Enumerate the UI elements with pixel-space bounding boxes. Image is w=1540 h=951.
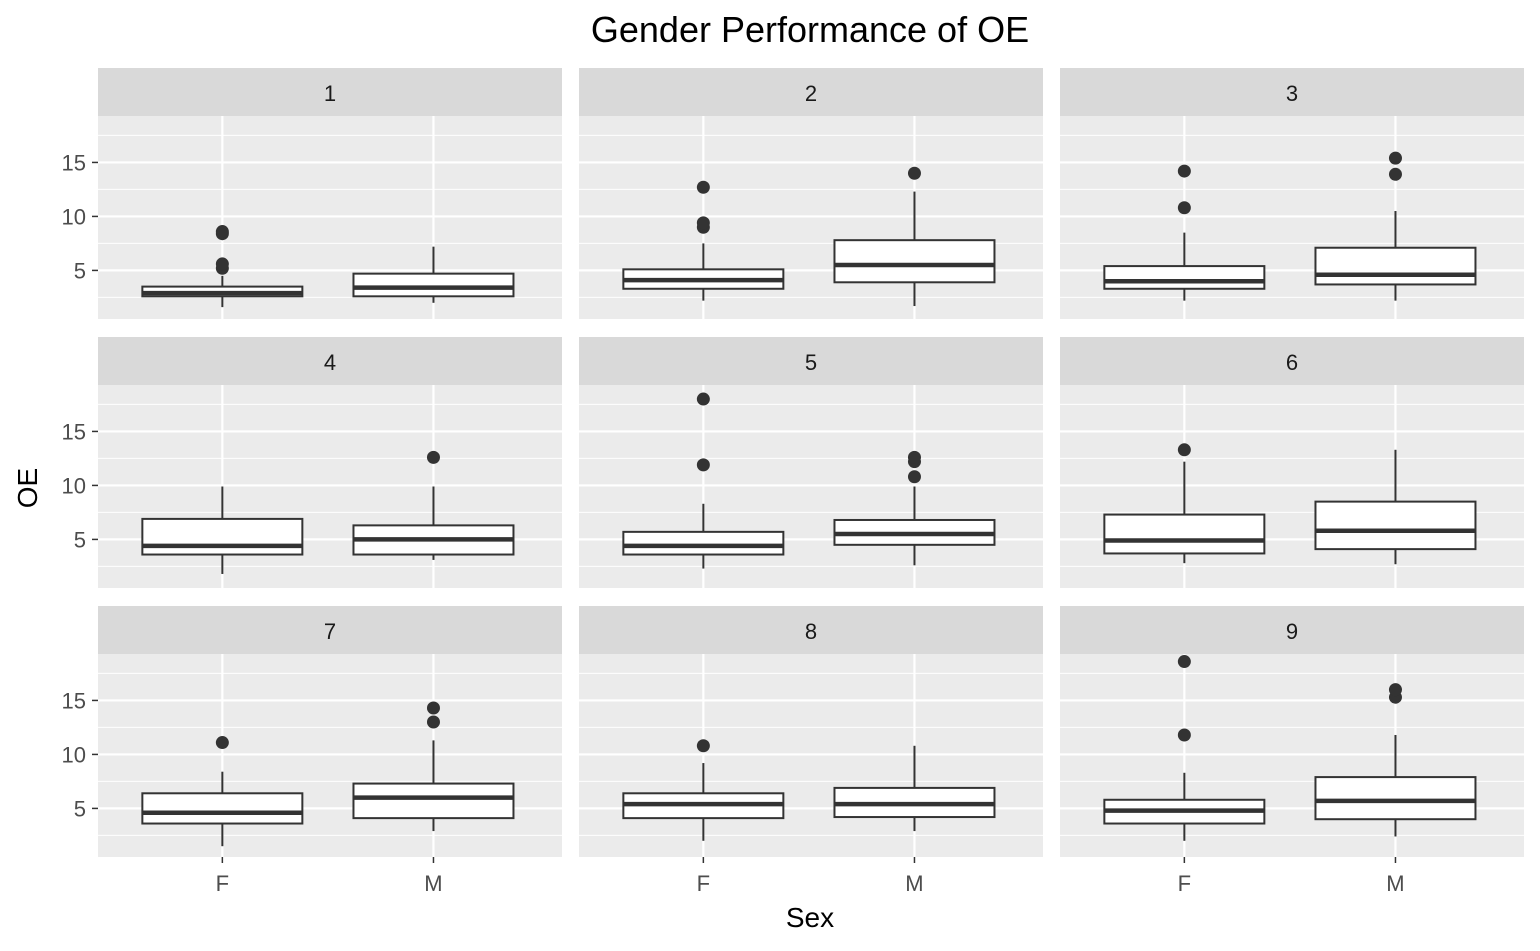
y-tick-label: 10 (62, 204, 86, 229)
facet-strip (1060, 337, 1524, 385)
box-M (1314, 683, 1477, 837)
y-axis-title: OE (12, 468, 43, 508)
x-tick-label: F (697, 871, 710, 896)
facet-strip-label: 9 (1286, 619, 1298, 644)
box-F (141, 225, 304, 308)
box-iqr (352, 782, 515, 820)
outlier-point (907, 450, 921, 464)
facet-strip (98, 68, 562, 116)
facet-strip (1060, 606, 1524, 654)
box-F (622, 180, 785, 301)
box-F (1103, 655, 1266, 841)
box-F (141, 736, 304, 847)
box-M (1314, 151, 1477, 301)
box-iqr (1314, 500, 1477, 551)
facet-panel-9: 9 F M (1060, 606, 1524, 896)
facet-strip-label: 1 (324, 81, 336, 106)
x-tick-label: F (216, 871, 229, 896)
x-tick-label: F (1178, 871, 1191, 896)
facet-panel-4: 4 5 10 15 (62, 337, 562, 588)
facet-strip (98, 606, 562, 654)
outlier-point (1177, 655, 1191, 669)
outlier-point (1177, 728, 1191, 742)
box-iqr (1314, 776, 1477, 821)
outlier-point (1388, 151, 1402, 165)
x-axis-title: Sex (786, 902, 834, 933)
outlier-point (1177, 164, 1191, 178)
x-tick-label: M (424, 871, 442, 896)
y-tick-label: 5 (74, 796, 86, 821)
facet-strip-label: 2 (805, 81, 817, 106)
outlier-point (426, 701, 440, 715)
facet-panel-8: 8 F M (579, 606, 1043, 896)
y-tick-label: 5 (74, 527, 86, 552)
facet-strip (98, 337, 562, 385)
box-iqr (1103, 513, 1266, 555)
box-iqr (141, 517, 304, 556)
facet-strip (579, 606, 1043, 654)
box-F (1103, 164, 1266, 301)
facet-panel-7: 7 5 10 15 F M (62, 606, 562, 896)
box-iqr (352, 272, 515, 298)
facet-strip-label: 3 (1286, 81, 1298, 106)
y-tick-label: 5 (74, 258, 86, 283)
box-M (1314, 449, 1477, 565)
facet-panel-3: 3 (1060, 68, 1524, 319)
box-M (833, 166, 996, 307)
outlier-point (696, 180, 710, 194)
facet-panel-5: 5 (579, 337, 1043, 588)
outlier-point (696, 739, 710, 753)
outlier-point (696, 216, 710, 230)
box-M (352, 701, 515, 832)
box-F (1103, 443, 1266, 564)
y-tick-label: 15 (62, 688, 86, 713)
outlier-point (907, 166, 921, 180)
box-M (352, 246, 515, 303)
outlier-point (215, 225, 229, 239)
box-M (833, 450, 996, 566)
outlier-point (696, 458, 710, 472)
facet-strip (1060, 68, 1524, 116)
facet-strip-label: 7 (324, 619, 336, 644)
outlier-point (1177, 443, 1191, 457)
x-tick-label: M (1386, 871, 1404, 896)
outlier-point (215, 736, 229, 750)
outlier-point (426, 450, 440, 464)
chart-title: Gender Performance of OE (591, 9, 1029, 50)
outlier-point (1388, 167, 1402, 181)
x-tick-label: M (905, 871, 923, 896)
box-F (622, 392, 785, 569)
y-tick-label: 15 (62, 150, 86, 175)
y-tick-label: 10 (62, 473, 86, 498)
facet-strip-label: 6 (1286, 350, 1298, 375)
facet-strip (579, 337, 1043, 385)
outlier-point (1177, 201, 1191, 215)
outlier-point (907, 470, 921, 484)
box-M (352, 450, 515, 560)
outlier-point (696, 392, 710, 406)
box-iqr (833, 239, 996, 284)
outlier-point (1388, 683, 1402, 697)
facet-strip-label: 8 (805, 619, 817, 644)
box-iqr (141, 792, 304, 825)
outlier-point (426, 715, 440, 729)
box-M (833, 745, 996, 832)
box-iqr (622, 530, 785, 556)
facet-strip-label: 5 (805, 350, 817, 375)
facet-panel-6: 6 (1060, 337, 1524, 588)
facet-strip (579, 68, 1043, 116)
box-F (622, 739, 785, 841)
y-tick-label: 10 (62, 742, 86, 767)
facet-panel-2: 2 (579, 68, 1043, 319)
box-iqr (1314, 246, 1477, 286)
box-F (141, 486, 304, 574)
outlier-point (215, 257, 229, 271)
box-iqr (1103, 265, 1266, 290)
y-tick-label: 15 (62, 419, 86, 444)
facet-strip-label: 4 (324, 350, 336, 375)
